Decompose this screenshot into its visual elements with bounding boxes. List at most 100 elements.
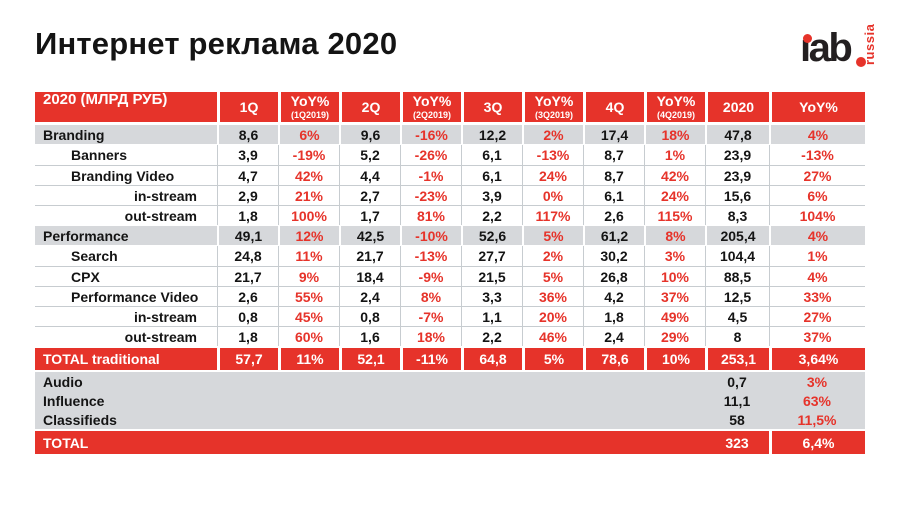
value-cell: 1,8 [217,327,278,346]
value-cell [461,391,522,410]
row-label: Search [71,248,118,264]
value-cell [583,410,644,429]
value-cell: -13% [522,145,583,165]
value-cell: 23,9 [705,145,769,165]
value-cell: 3,9 [461,186,522,205]
table-row-banners: Banners 3,9 -19% 5,2 -26% 6,1 -13% 8,7 1% 23,9 -13… [35,145,865,165]
row-label: TOTAL [35,431,217,454]
value-cell: 45% [278,307,339,326]
value-cell: 2,4 [339,287,400,306]
value-cell: 10% [644,267,705,286]
logo-i-dot-icon [803,34,812,43]
value-cell: 8% [644,226,705,245]
value-cell: 4% [769,267,865,286]
value-cell: 11,5% [769,410,865,429]
value-cell: 63% [769,391,865,410]
value-cell: 11% [278,246,339,266]
value-cell [644,391,705,410]
value-cell: -9% [400,267,461,286]
table-row-influence: Influence 11,1 63% [35,391,865,410]
value-cell: 5% [522,226,583,245]
header-cell-units: 2020 (МЛРД РУБ) [35,92,217,122]
value-cell [522,431,583,454]
value-cell: 11% [278,348,339,370]
table-header-row: 2020 (МЛРД РУБ) 1Q YoY% (1Q2019) 2Q YoY% (2Q20… [35,92,865,124]
value-cell: 2,4 [583,327,644,346]
row-label: Performance Video [71,288,199,305]
value-cell: 323 [705,431,769,454]
value-cell: 1,6 [339,327,400,346]
value-cell [278,391,339,410]
logo-russia-text: russia [862,23,877,65]
value-cell: 61,2 [583,226,644,245]
value-cell [583,391,644,410]
value-cell [400,391,461,410]
table-row-performance: Performance 49,1 12% 42,5 -10% 52,6 5% 61,2 8% 20… [35,225,865,246]
value-cell: 4% [769,226,865,245]
value-cell [217,372,278,391]
value-cell: -1% [400,166,461,185]
value-cell: 2% [522,125,583,144]
header-cell-yoy-1q2019: YoY% (1Q2019) [278,92,339,122]
value-cell: -7% [400,307,461,326]
value-cell: -19% [278,145,339,165]
value-cell [278,372,339,391]
value-cell: 10% [644,348,705,370]
value-cell: 55% [278,287,339,306]
value-cell [461,431,522,454]
table-row-out-stream: out-stream 1,8 60% 1,6 18% 2,2 46% 2,4 29% 8 37% [35,326,865,346]
row-label: in-stream [133,187,197,204]
value-cell: 60% [278,327,339,346]
table-row-total-traditional: TOTAL traditional 57,7 11% 52,1 -11% 64,8 5% 78… [35,346,865,372]
value-cell: 9% [278,267,339,286]
value-cell: 1% [644,145,705,165]
value-cell: 12,5 [705,287,769,306]
value-cell: 253,1 [705,348,769,370]
row-label: Influence [35,391,217,410]
value-cell: 1,1 [461,307,522,326]
value-cell: 8,7 [583,166,644,185]
value-cell: 3,64% [769,348,865,370]
value-cell: 37% [644,287,705,306]
value-cell: 26,8 [583,267,644,286]
row-label: Branding Video [71,167,175,184]
table-row-performance-video: Performance Video 2,6 55% 2,4 8% 3,3 36% 4,2 37%… [35,286,865,306]
value-cell: 52,1 [339,348,400,370]
value-cell: -13% [769,145,865,165]
row-label: Performance [35,226,217,245]
value-cell: 6% [278,125,339,144]
value-cell: 4,5 [705,307,769,326]
value-cell [217,410,278,429]
row-label: Banners [71,147,128,163]
value-cell [217,431,278,454]
value-cell: 17,4 [583,125,644,144]
value-cell: 12,2 [461,125,522,144]
table-row-branding: Branding 8,6 6% 9,6 -16% 12,2 2% 17,4 18% 47,8 4% [35,124,865,145]
header-cell-3q: 3Q [461,92,522,122]
row-label: out-stream [124,328,197,345]
value-cell: 2,6 [583,206,644,225]
value-cell: 2,9 [217,186,278,205]
value-cell: 21,7 [339,246,400,266]
page-title: Интернет реклама 2020 [35,26,398,61]
value-cell: 115% [644,206,705,225]
value-cell: 1% [769,246,865,266]
table-row-search: Search 24,8 11% 21,7 -13% 27,7 2% 30,2 3% 104,4 1% [35,246,865,266]
value-cell: 8% [400,287,461,306]
value-cell: 4,4 [339,166,400,185]
value-cell: 1,8 [217,206,278,225]
value-cell: 100% [278,206,339,225]
value-cell: 36% [522,287,583,306]
value-cell: 24,8 [217,246,278,266]
value-cell: 4% [769,125,865,144]
table-row-out-stream: out-stream 1,8 100% 1,7 81% 2,2 117% 2,6 115% 8,3… [35,205,865,225]
value-cell [278,431,339,454]
value-cell: 27,7 [461,246,522,266]
row-label: TOTAL traditional [35,348,217,370]
value-cell [461,410,522,429]
value-cell [522,372,583,391]
header-cell-yoy-3q2019: YoY% (3Q2019) [522,92,583,122]
value-cell [339,391,400,410]
value-cell: -10% [400,226,461,245]
value-cell [217,391,278,410]
